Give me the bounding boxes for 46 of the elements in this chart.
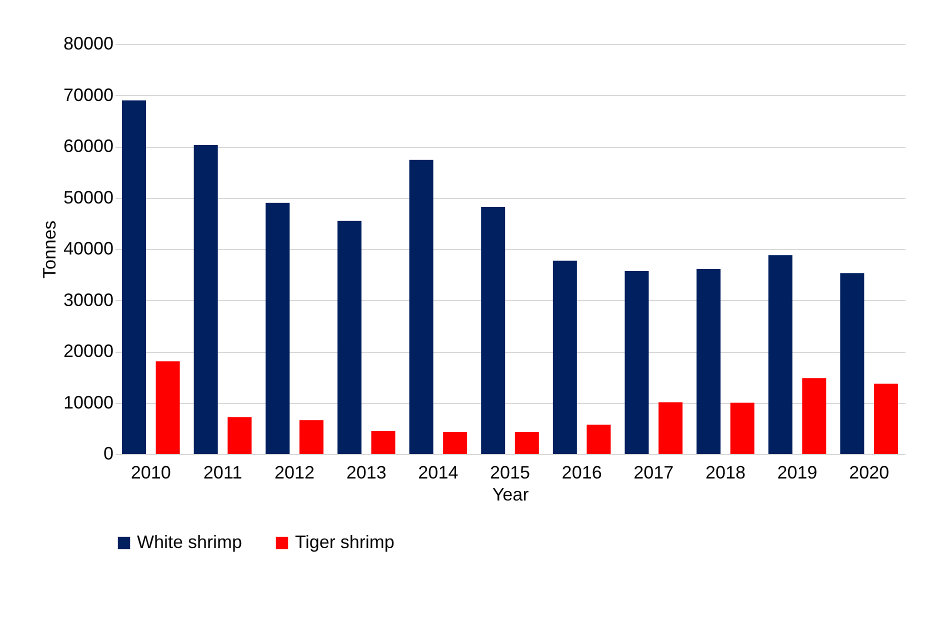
y-tick-label: 60000 — [63, 136, 114, 156]
bar — [696, 268, 721, 454]
y-tick-label: 30000 — [63, 290, 114, 310]
bar — [481, 206, 506, 454]
bar — [156, 361, 180, 454]
x-tick-label: 2013 — [346, 462, 386, 482]
bar — [409, 160, 434, 454]
x-axis-title: Year — [492, 484, 529, 504]
x-tick-label: 2020 — [849, 462, 890, 482]
bar — [194, 144, 218, 454]
bar — [228, 417, 252, 454]
y-tick-label: 0 — [103, 444, 114, 464]
y-tick-label: 80000 — [63, 34, 114, 54]
bar — [443, 432, 468, 454]
bar — [802, 378, 826, 454]
x-tick-label: 2012 — [274, 462, 315, 482]
y-tick-label: 70000 — [63, 84, 114, 105]
bar — [266, 202, 290, 454]
bar — [514, 432, 539, 454]
legend-label: Tiger shrimp — [295, 532, 394, 552]
y-tick-label: 20000 — [63, 341, 114, 361]
bar — [874, 384, 898, 454]
x-tick-label: 2019 — [777, 462, 818, 482]
y-tick-label: 40000 — [63, 238, 114, 258]
bar — [299, 420, 324, 454]
y-tick-label: 10000 — [63, 392, 114, 412]
y-tick-label: 50000 — [63, 187, 114, 208]
legend-label: White shrimp — [137, 532, 242, 552]
bar — [337, 220, 362, 454]
x-tick-label: 2016 — [562, 462, 602, 482]
x-tick-label: 2011 — [203, 462, 242, 482]
x-tick-label: 2017 — [634, 462, 674, 482]
x-tick-label: 2015 — [490, 462, 530, 482]
bar — [624, 271, 649, 454]
x-tick-label: 2018 — [705, 462, 746, 482]
bar — [768, 255, 792, 454]
bar — [840, 273, 864, 454]
bar — [371, 430, 396, 454]
bar — [658, 402, 683, 454]
bar — [586, 424, 611, 454]
bar — [730, 402, 754, 454]
bar — [122, 100, 146, 454]
bar — [552, 260, 577, 454]
y-axis-title: Tonnes — [39, 220, 60, 279]
x-tick-label: 2010 — [130, 462, 171, 482]
x-tick-label: 2014 — [418, 462, 458, 482]
